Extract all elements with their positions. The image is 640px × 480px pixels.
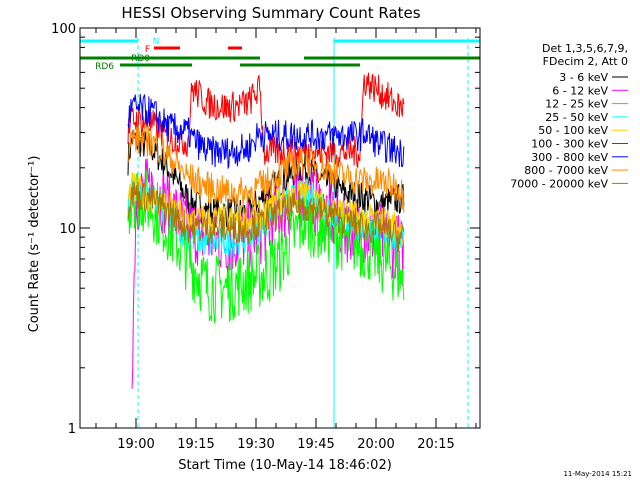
y-tick-label: 100 [51,22,76,37]
chart-title: HESSI Observing Summary Count Rates [121,4,420,22]
x-tick-label: 19:15 [177,437,214,452]
series-trace [127,124,405,213]
series-trace [127,94,405,170]
legend-header-line2: FDecim 2, Att 0 [543,55,628,68]
y-axis-label: Count Rate (s⁻¹ detector⁻¹) [27,156,42,333]
plot-frame [79,27,481,429]
flag-bar-label: RD0 [131,54,150,64]
y-tick-label: 10 [59,222,76,237]
legend-header-line1: Det 1,3,5,6,7,9, [542,42,628,55]
x-axis-label: Start Time (10-May-14 18:46:02) [178,458,392,473]
x-tick-label: 19:30 [237,437,274,452]
x-tick-label: 19:45 [297,437,334,452]
series-trace [127,72,405,170]
legend-entry-label: 300 - 800 keV [531,151,608,164]
x-tick-label: 19:00 [117,437,154,452]
legend-entry-label: 25 - 50 keV [545,111,608,124]
x-tick-label: 20:00 [357,437,394,452]
legend-entry-label: 7000 - 20000 keV [510,177,608,190]
legend-entry-label: 12 - 25 keV [545,98,608,111]
footer-date: 11-May-2014 15:21 [563,470,632,478]
legend-entry-label: 50 - 100 keV [538,124,608,137]
legend-entry-label: 6 - 12 keV [552,84,608,97]
flag-bar-label: N [153,37,160,47]
legend-entry-label: 100 - 300 keV [531,138,608,151]
legend-entry-label: 800 - 7000 keV [524,164,608,177]
y-tick-label: 1 [68,422,76,437]
series-trace [127,181,405,253]
flag-bar-label: RD6 [95,62,114,72]
flag-bar-label: F [145,45,150,55]
x-tick-label: 20:15 [417,437,454,452]
legend-entry-label: 3 - 6 keV [559,71,608,84]
